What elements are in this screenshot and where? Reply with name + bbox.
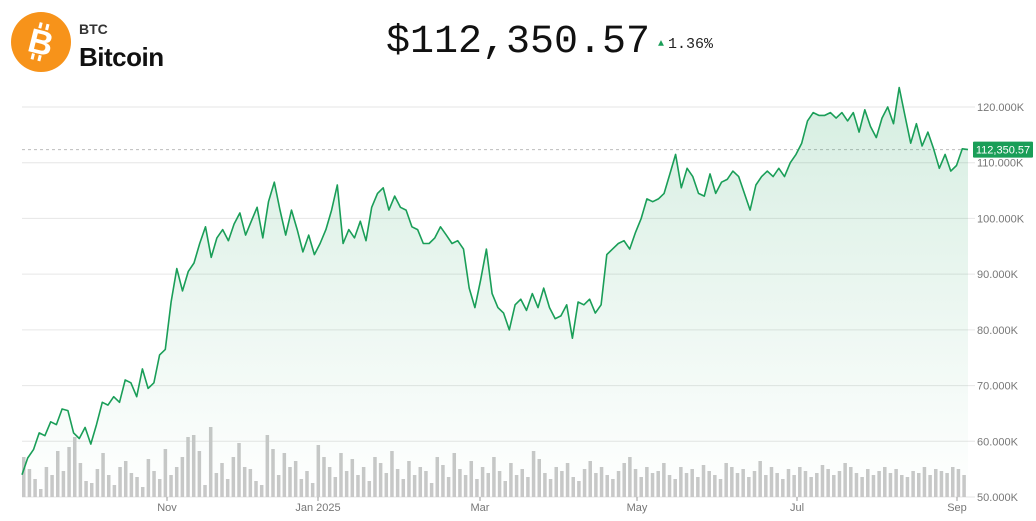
bitcoin-icon: B <box>11 12 71 72</box>
y-tick-label: 120.000K <box>977 102 1025 114</box>
y-axis: 50.000K 60.000K 70.000K 80.000K 90.000K 100.0… <box>977 102 1025 504</box>
x-tick-label: Jul <box>790 502 804 514</box>
y-tick-label: 110.000K <box>977 158 1024 170</box>
y-tick-label: 60.000K <box>977 436 1019 448</box>
last-price-badge <box>973 141 1033 158</box>
y-tick-label: 70.000K <box>977 381 1019 393</box>
x-axis: Nov Jan 2025 Mar May Jul Sep <box>157 497 967 514</box>
last-price-label: 112,350.57 <box>976 145 1030 157</box>
price-change-value: 1.36% <box>668 36 714 53</box>
x-tick-label: May <box>627 502 648 514</box>
price-area-fill <box>22 87 968 497</box>
y-tick-label: 90.000K <box>977 269 1019 281</box>
asset-price: $112,350.57 <box>386 20 651 65</box>
asset-name: Bitcoin <box>79 42 164 72</box>
asset-header: B BTC Bitcoin $112,350.57 ▲ 1.36% <box>0 0 1036 90</box>
y-tick-label: 50.000K <box>977 492 1019 504</box>
y-tick-label: 100.000K <box>977 213 1025 225</box>
x-tick-label: Nov <box>157 502 177 514</box>
up-arrow-icon: ▲ <box>658 39 665 50</box>
price-line-series <box>21 86 969 475</box>
x-tick-label: Jan 2025 <box>295 502 340 514</box>
price-area <box>22 87 968 497</box>
y-tick-label: 80.000K <box>977 325 1019 337</box>
price-line <box>21 86 969 475</box>
x-tick-label: Sep <box>947 502 967 514</box>
asset-ticker: BTC <box>79 21 108 37</box>
x-tick-label: Mar <box>471 502 490 514</box>
price-change: ▲ 1.36% <box>658 36 713 53</box>
last-price-tag: 112,350.57 <box>973 141 1033 158</box>
